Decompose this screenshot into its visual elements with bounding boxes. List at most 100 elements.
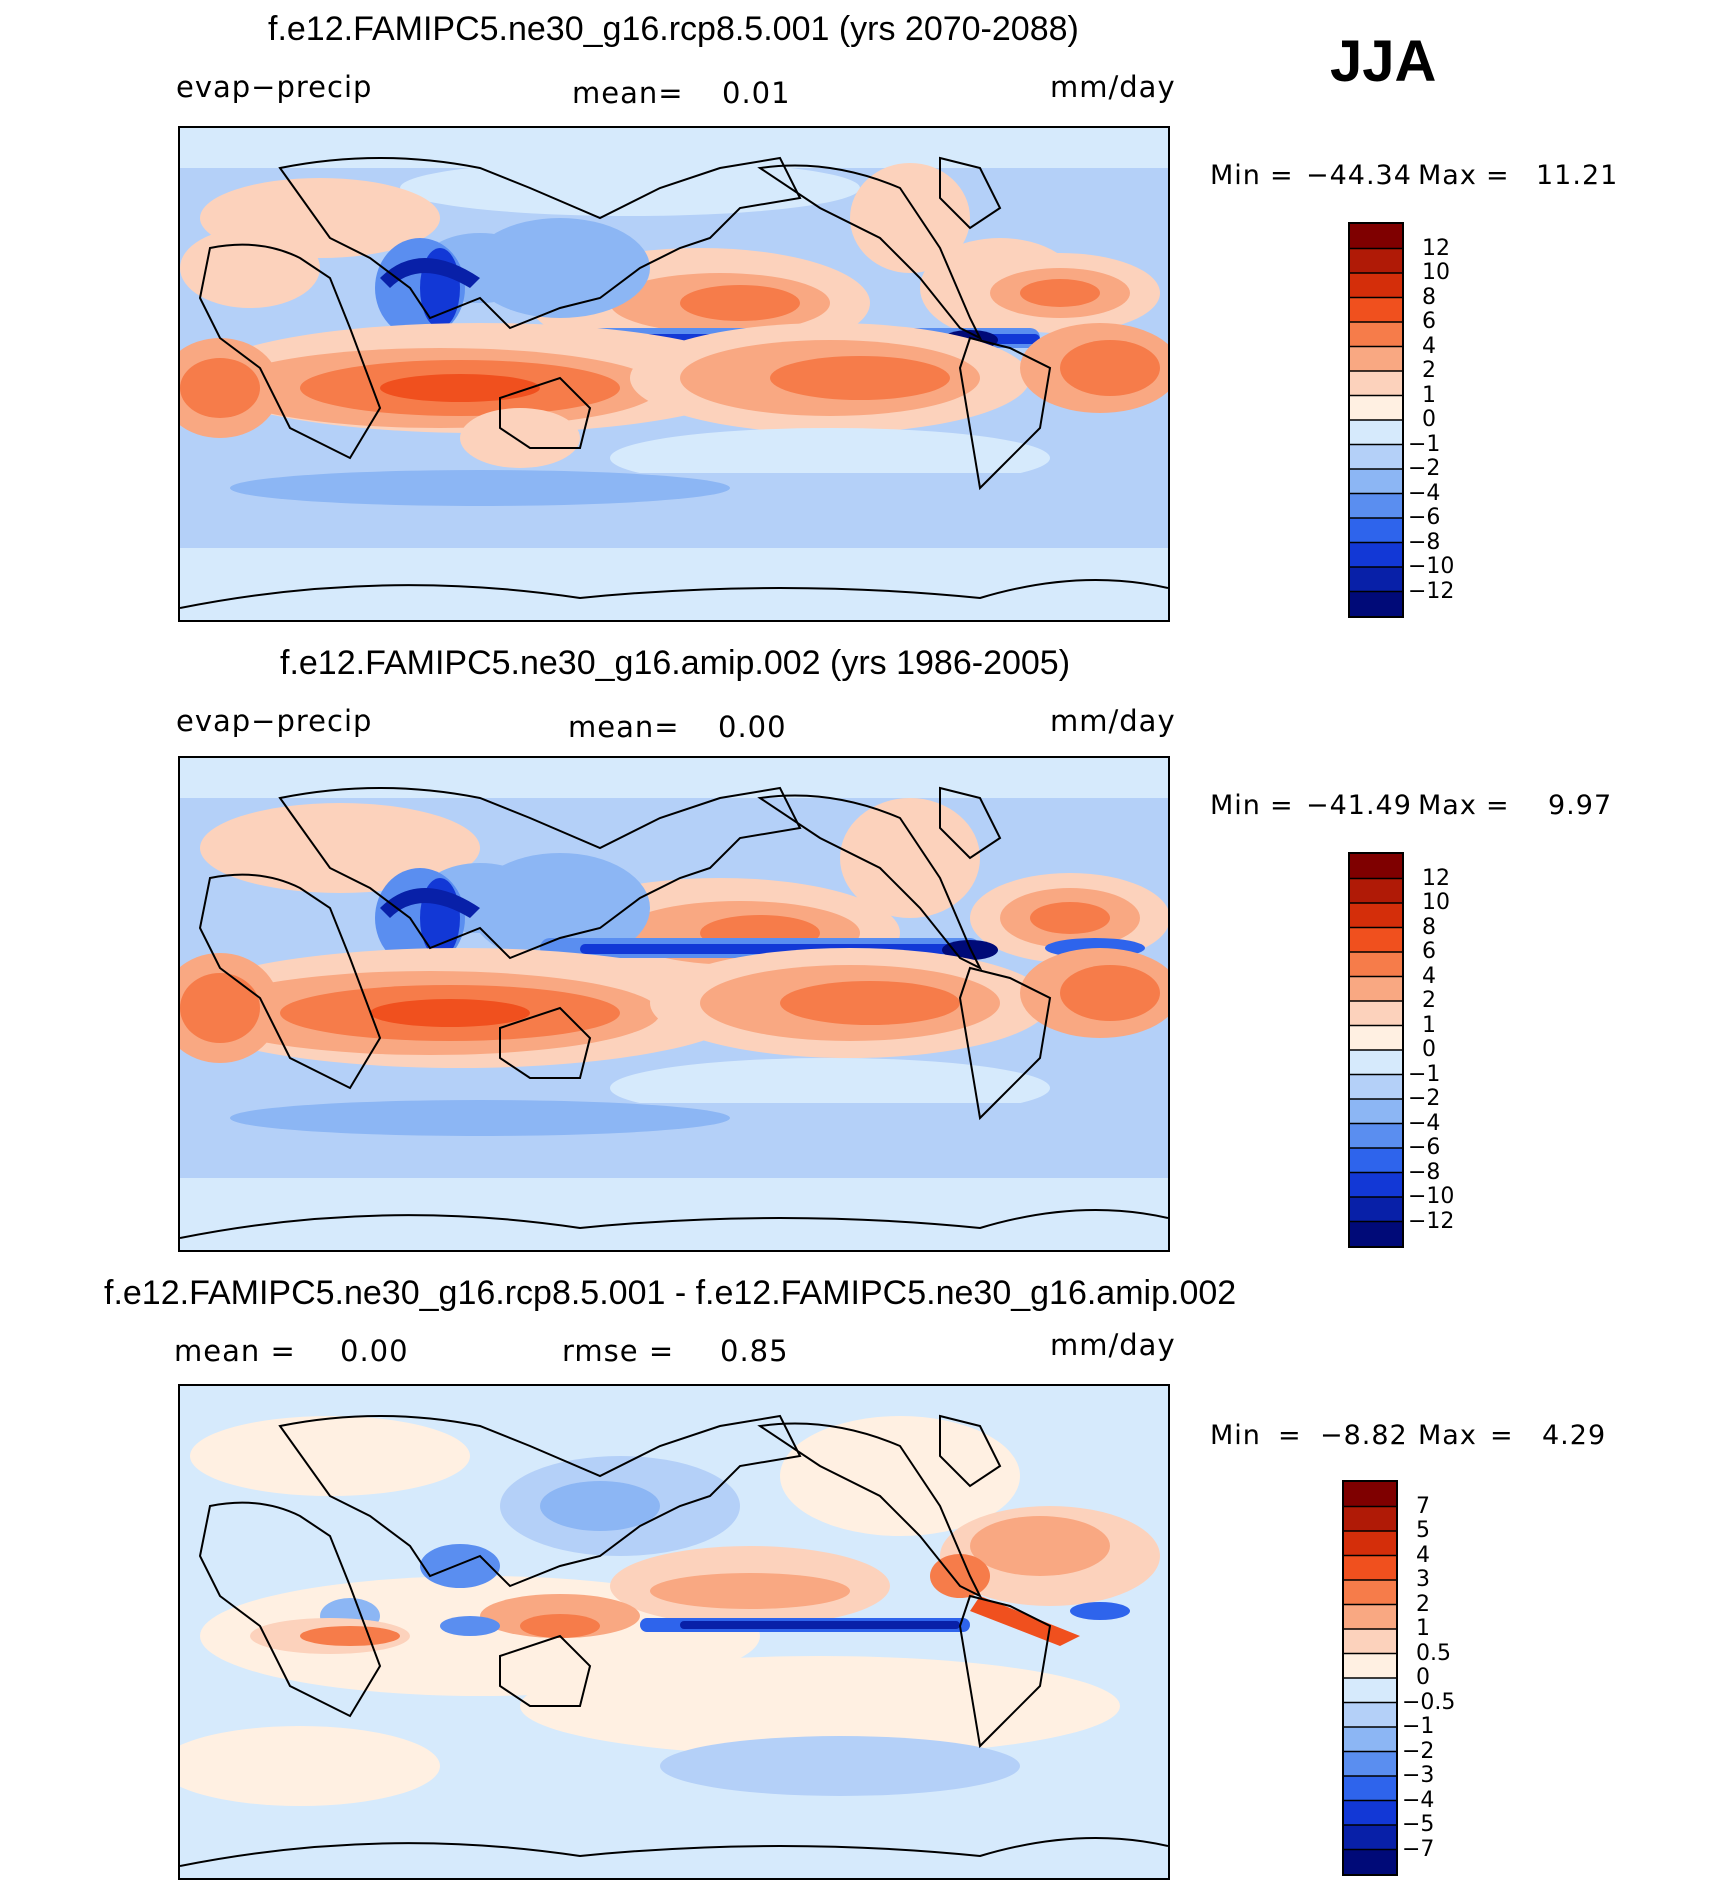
panel1-max-value: 11.21 (1536, 160, 1619, 191)
colorbar-swatch (1344, 1776, 1396, 1801)
colorbar-swatch (1344, 1727, 1396, 1752)
colorbar-tick-label: −6 (1408, 1135, 1441, 1160)
colorbar-swatch (1350, 1074, 1402, 1100)
colorbar-swatch (1350, 542, 1402, 568)
panel3-equals-min: = (1278, 1420, 1302, 1451)
colorbar-swatch (1344, 1531, 1396, 1556)
colorbar-swatch (1350, 1025, 1402, 1051)
colorbar-tick-label: −2 (1408, 456, 1441, 481)
colorbar-swatch (1344, 1506, 1396, 1532)
panel2-max-label: Max (1418, 790, 1477, 821)
colorbar-swatch (1350, 878, 1402, 904)
colorbar-swatch (1350, 1197, 1402, 1222)
panel3-min-value: −8.82 (1320, 1420, 1408, 1451)
colorbar-swatch (1350, 1148, 1402, 1173)
colorbar-swatch (1344, 1653, 1396, 1679)
panel2-mean-label: mean= (568, 710, 680, 744)
panel1-map (178, 126, 1170, 622)
panel3-rmse-value: 0.85 (720, 1334, 789, 1368)
panel2-units-label: mm/day (1050, 704, 1176, 738)
colorbar-tick-label: 4 (1422, 963, 1436, 989)
colorbar-swatch (1350, 952, 1402, 977)
colorbar-swatch (1350, 1221, 1402, 1246)
colorbar-tick-label: −1 (1408, 431, 1441, 457)
colorbar-tick-label: 2 (1422, 988, 1436, 1013)
colorbar-swatch (1350, 273, 1402, 298)
colorbar-tick-label: 0 (1416, 1665, 1430, 1690)
colorbar-tick-label: 8 (1422, 914, 1436, 940)
colorbar-tick-label: −5 (1402, 1812, 1435, 1837)
colorbar-tick-label: −4 (1408, 1110, 1441, 1136)
colorbar-tick-label: 10 (1422, 890, 1450, 915)
colorbar-swatch (1350, 469, 1402, 494)
panel2-map-field (180, 758, 1168, 1250)
panel1-variable-label: evap−precip (176, 70, 373, 104)
colorbar-swatch (1344, 1629, 1396, 1654)
colorbar-swatch (1344, 1849, 1396, 1874)
panel2-min-value: −41.49 (1306, 790, 1412, 821)
colorbar-tick-label: −8 (1408, 529, 1441, 555)
colorbar-swatch (1350, 567, 1402, 592)
panel1-map-field (180, 128, 1168, 620)
colorbar-tick-label: 1 (1422, 1012, 1436, 1038)
panel2-max-value: 9.97 (1548, 790, 1613, 821)
panel2-mean-value: 0.00 (718, 710, 787, 744)
panel3-colorbar (1342, 1480, 1398, 1876)
colorbar-tick-label: −10 (1408, 1184, 1455, 1209)
panel3-mean-value: 0.00 (340, 1334, 409, 1368)
colorbar-tick-label: −4 (1402, 1787, 1435, 1813)
panel2-colorbar (1348, 852, 1404, 1248)
colorbar-swatch (1350, 371, 1402, 396)
colorbar-tick-label: 1 (1422, 382, 1436, 408)
colorbar-tick-label: −8 (1408, 1159, 1441, 1185)
colorbar-swatch (1350, 1123, 1402, 1149)
colorbar-tick-label: 3 (1416, 1567, 1430, 1592)
colorbar-swatch (1350, 1099, 1402, 1124)
colorbar-swatch (1344, 1751, 1396, 1777)
colorbar-tick-label: −10 (1408, 554, 1455, 579)
panel1-mean-label: mean= (572, 76, 684, 110)
panel3-rmse-label: rmse = (562, 1334, 675, 1368)
colorbar-swatch (1350, 346, 1402, 372)
panel1-equals-max: = (1486, 160, 1510, 191)
panel2-colorbar-swatches (1350, 854, 1402, 1246)
colorbar-tick-label: 2 (1416, 1591, 1430, 1617)
colorbar-tick-label: 12 (1422, 235, 1450, 261)
colorbar-tick-label: −6 (1408, 505, 1441, 530)
colorbar-tick-label: 0 (1422, 1037, 1436, 1062)
colorbar-tick-label: −4 (1408, 480, 1441, 506)
panel2-equals-max: = (1486, 790, 1510, 821)
panel3-map-field (180, 1386, 1168, 1878)
colorbar-tick-label: 1 (1416, 1616, 1430, 1641)
panel1-title: f.e12.FAMIPC5.ne30_g16.rcp8.5.001 (yrs 2… (268, 10, 1079, 48)
colorbar-tick-label: 4 (1422, 333, 1436, 359)
colorbar-swatch (1350, 322, 1402, 347)
colorbar-tick-label: −2 (1402, 1738, 1435, 1764)
colorbar-swatch (1350, 395, 1402, 421)
colorbar-swatch (1344, 1482, 1396, 1507)
colorbar-tick-label: 4 (1416, 1542, 1430, 1568)
colorbar-swatch (1350, 297, 1402, 323)
colorbar-tick-label: 5 (1416, 1518, 1430, 1543)
colorbar-swatch (1344, 1825, 1396, 1850)
panel3-min-label: Min (1210, 1420, 1261, 1451)
colorbar-tick-label: 0.5 (1416, 1640, 1451, 1666)
colorbar-swatch (1350, 1172, 1402, 1198)
colorbar-tick-label: −2 (1408, 1086, 1441, 1111)
colorbar-swatch (1350, 1050, 1402, 1075)
panel1-max-label: Max (1418, 160, 1477, 191)
panel3-units-label: mm/day (1050, 1328, 1176, 1362)
colorbar-tick-label: −1 (1402, 1714, 1435, 1739)
colorbar-swatch (1350, 976, 1402, 1002)
colorbar-tick-label: 2 (1422, 358, 1436, 383)
colorbar-tick-label: −1 (1408, 1061, 1441, 1087)
panel1-mean-value: 0.01 (722, 76, 791, 110)
colorbar-swatch (1350, 493, 1402, 519)
panel3-max-value: 4.29 (1542, 1420, 1607, 1451)
colorbar-swatch (1350, 854, 1402, 879)
panel1-min-value: −44.34 (1306, 160, 1412, 191)
panel2-map (178, 756, 1170, 1252)
panel2-title: f.e12.FAMIPC5.ne30_g16.amip.002 (yrs 198… (280, 644, 1071, 682)
panel1-equals-min: = (1270, 160, 1294, 191)
panel2-min-label: Min (1210, 790, 1261, 821)
